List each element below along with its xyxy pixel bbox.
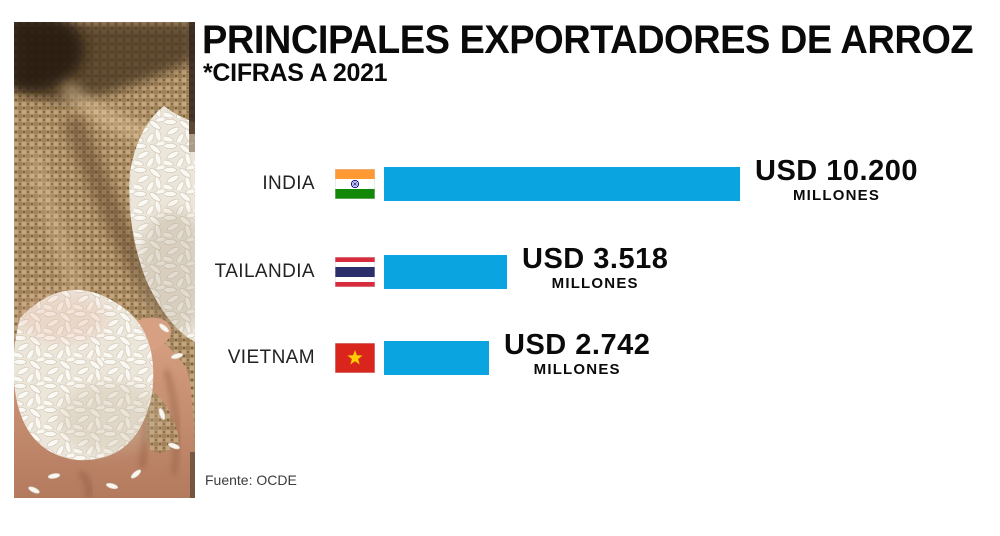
value-label: USD 10.200 — [755, 154, 918, 187]
page-subtitle: *CIFRAS A 2021 — [203, 59, 388, 87]
unit-label: MILLONES — [551, 274, 639, 292]
value-block: USD 3.518 MILLONES — [522, 244, 668, 291]
page-title: PRINCIPALES EXPORTADORES DE ARROZ — [202, 18, 974, 62]
chart-row-india: INDIA USD 10.200 — [205, 156, 918, 203]
india-flag-icon — [335, 169, 375, 199]
value-label: USD 3.518 — [522, 242, 669, 275]
unit-label: MILLONES — [533, 360, 621, 378]
unit-label: MILLONES — [792, 186, 881, 204]
scattered-rice-grains — [28, 323, 184, 494]
value-label: USD 2.742 — [504, 328, 651, 361]
bar-vietnam — [384, 341, 489, 375]
vietnam-flag-icon — [335, 343, 375, 373]
chart-row-vietnam: VIETNAM USD 2.742 MILLONES — [205, 330, 650, 377]
value-block: USD 10.200 MILLONES — [755, 156, 918, 203]
bar-thailand — [384, 255, 507, 289]
country-label: INDIA — [262, 173, 315, 194]
value-block: USD 2.742 MILLONES — [504, 330, 650, 377]
chart-row-thailand: TAILANDIA USD 3.518 MILLONES — [205, 244, 668, 291]
rice-photo — [14, 22, 195, 498]
bar-india — [384, 167, 740, 201]
source-note: Fuente: OCDE — [205, 472, 297, 488]
thailand-flag-icon — [335, 257, 375, 287]
country-label: VIETNAM — [227, 347, 315, 368]
country-label: TAILANDIA — [214, 261, 315, 282]
